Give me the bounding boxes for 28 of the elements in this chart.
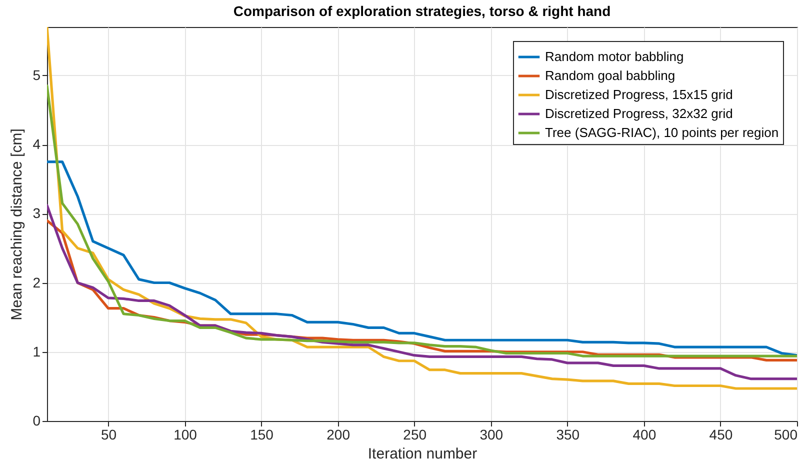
chart-title: Comparison of exploration strategies, torso & right hand (233, 3, 611, 19)
x-tick-label: 100 (174, 426, 198, 442)
x-tick-label: 400 (632, 426, 656, 442)
line-series (47, 27, 797, 390)
x-tick-label: 350 (556, 426, 580, 442)
y-tick-label: 2 (32, 274, 41, 290)
y-tick-label: 0 (32, 412, 41, 428)
y-tick-label: 4 (32, 136, 41, 152)
y-tick-label: 3 (32, 205, 41, 222)
x-axis-title: Iteration number (368, 446, 478, 462)
line-series (47, 160, 797, 357)
x-tick-label: 500 (774, 426, 798, 442)
legend-label: Discretized Progress, 32x32 grid (545, 106, 733, 121)
y-tick-label: 5 (32, 66, 41, 83)
y-tick-label: 1 (32, 343, 41, 360)
legend-label: Discretized Progress, 15x15 grid (545, 87, 733, 102)
x-tick-label: 200 (326, 426, 350, 442)
y-axis-title: Mean reaching distance [cm] (8, 128, 26, 320)
legend-label: Random motor babbling (545, 49, 684, 64)
x-tick-label: 450 (709, 426, 733, 442)
x-tick-label: 50 (100, 426, 117, 442)
x-tick-label: 150 (250, 426, 274, 442)
line-series (47, 204, 797, 380)
x-tick-label: 300 (480, 426, 504, 442)
legend-label: Random goal babbling (545, 68, 676, 83)
x-tick-label: 250 (403, 426, 427, 442)
legend-label: Tree (SAGG-RIAC), 10 points per region (545, 125, 779, 140)
line-series (47, 84, 797, 358)
